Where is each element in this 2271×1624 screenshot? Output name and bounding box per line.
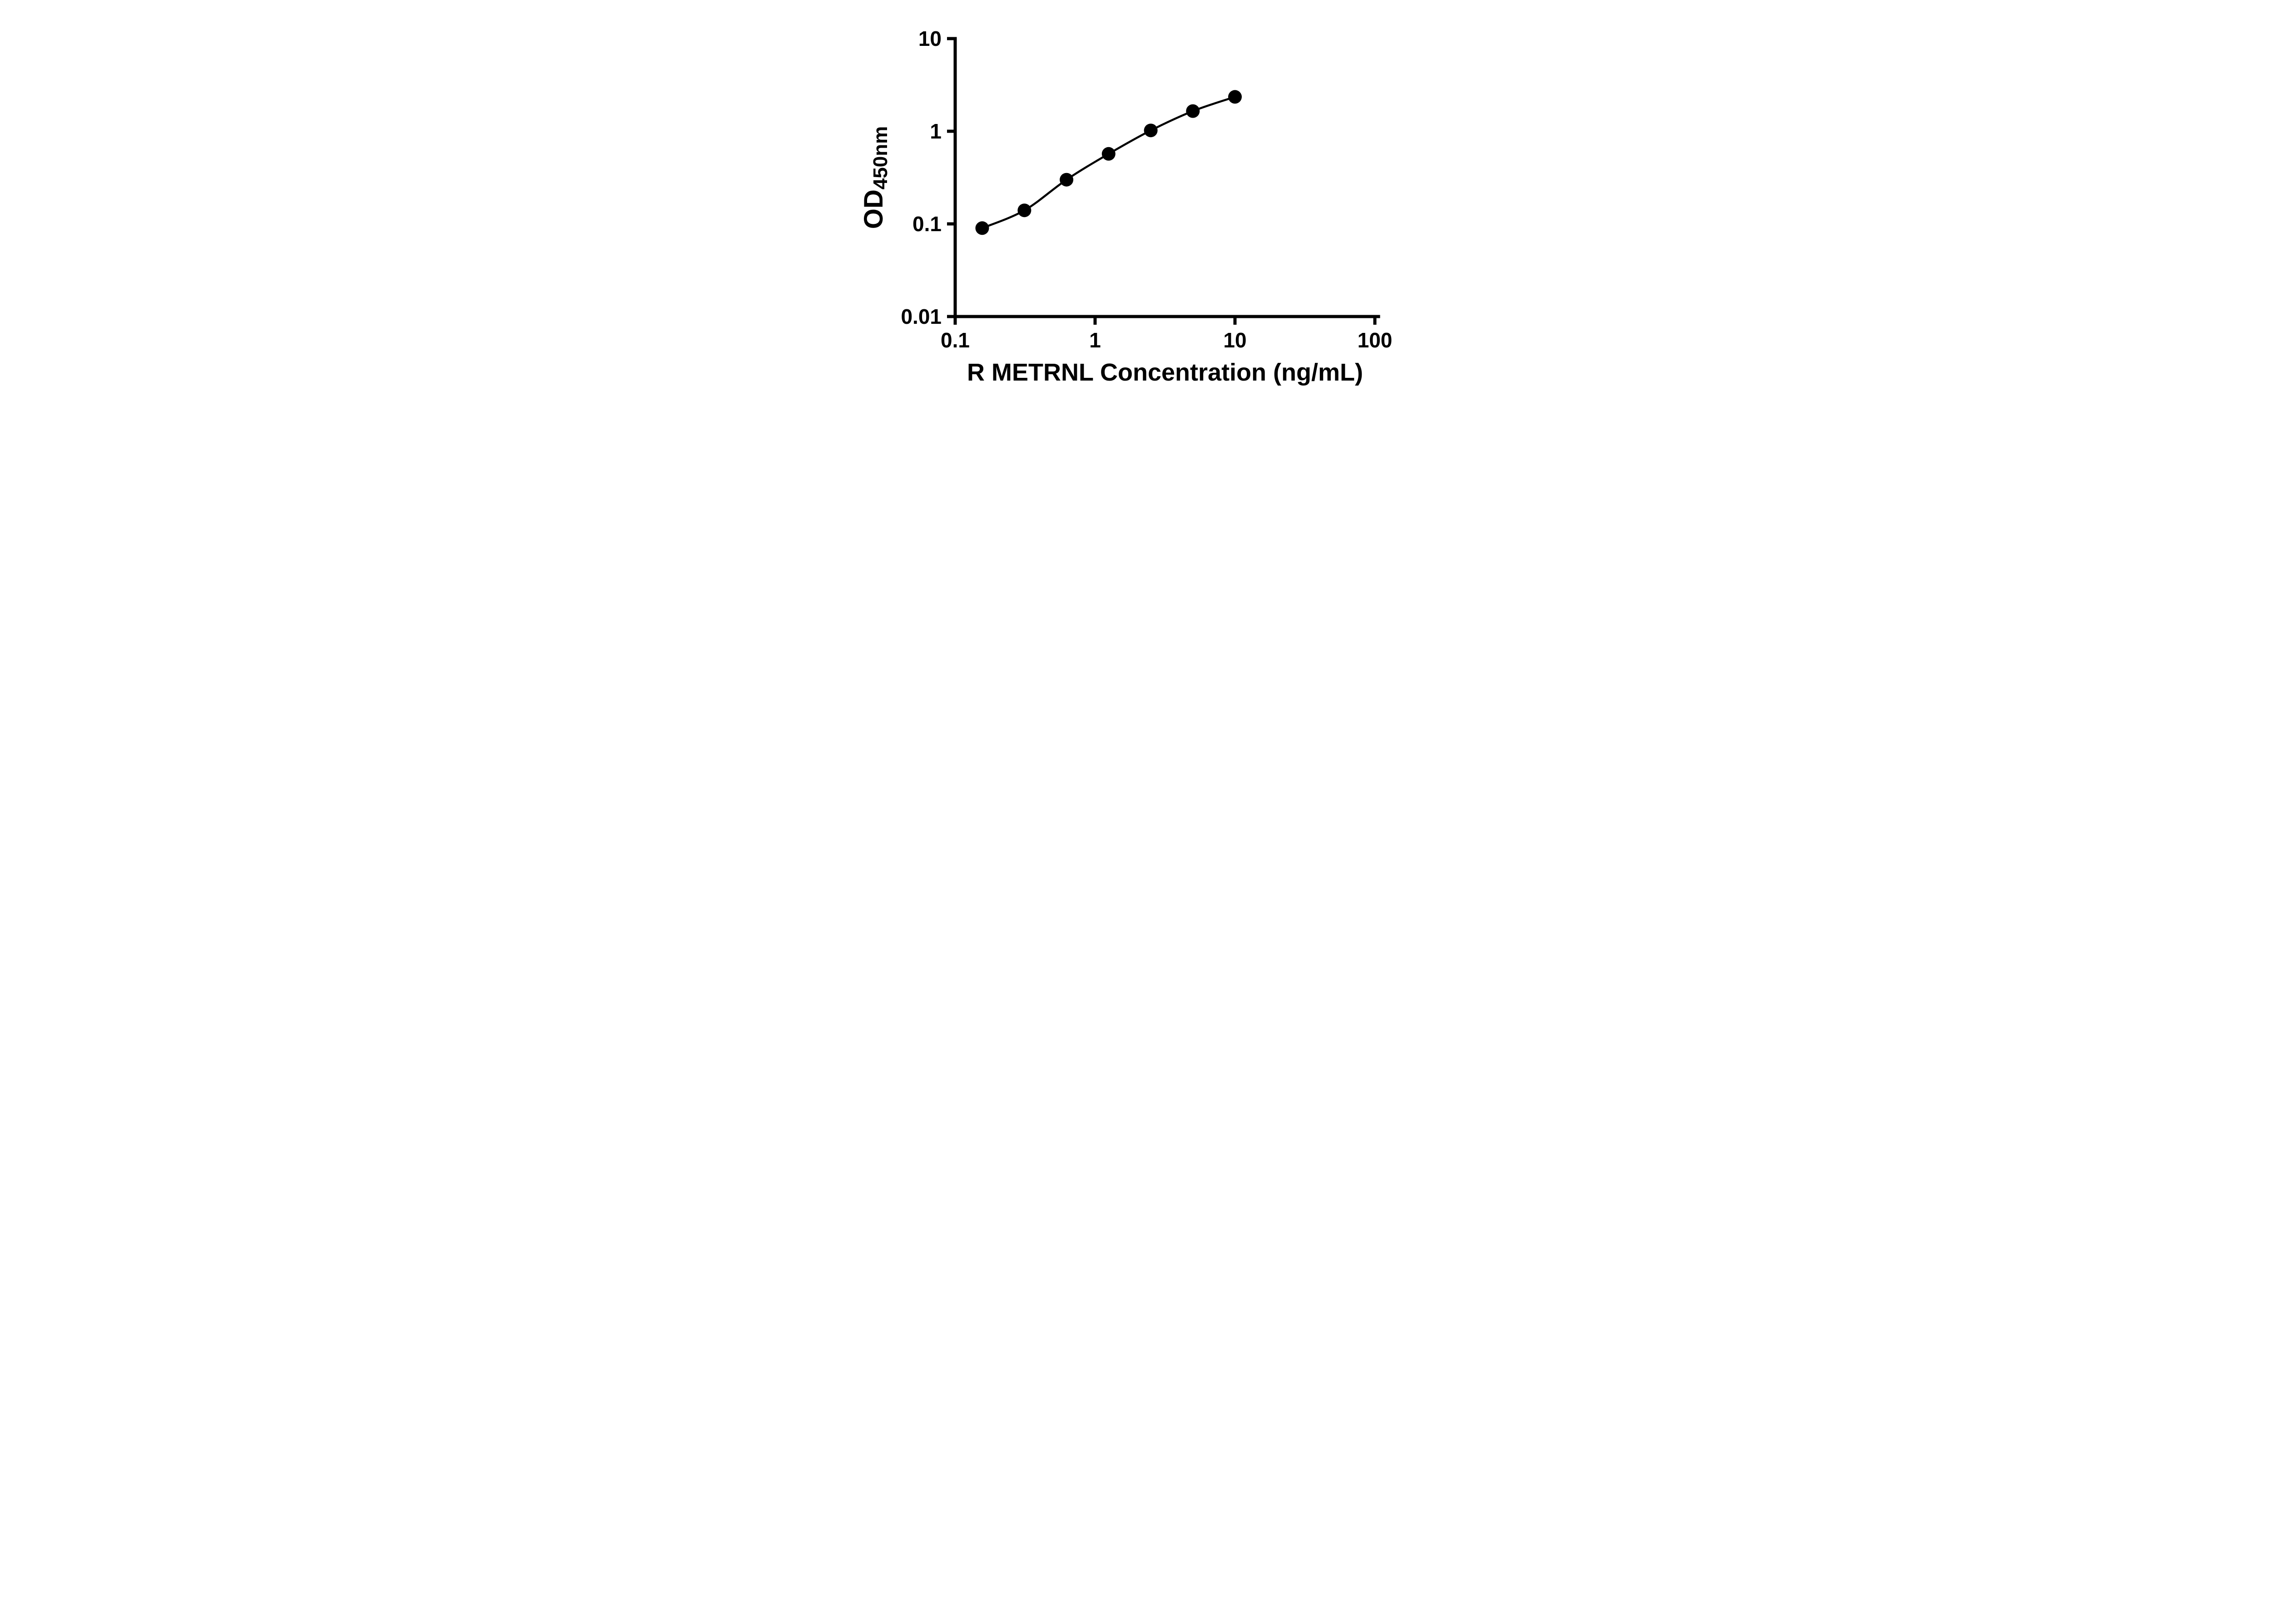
y-axis-tick-label: 10 [918,27,941,50]
data-point [1144,124,1158,138]
y-axis-tick-label: 0.01 [901,305,942,328]
x-axis-tick-label: 0.1 [941,328,970,352]
data-point [975,221,989,235]
data-point [1059,173,1073,187]
y-axis-title-subscript: 450nm [869,126,892,189]
data-point [1228,90,1242,104]
x-axis-tick-label: 100 [1357,328,1392,352]
figure: 0.1 1 10 100 0.01 0.1 1 10 R METRNL Concentratio… [843,0,1428,406]
data-point [1017,203,1031,218]
y-axis-title-main: OD [859,189,888,229]
data-point [1185,104,1200,118]
y-axis-tick-label: 1 [930,119,942,143]
y-axis-tick-label: 0.1 [912,212,942,236]
y-axis-title: OD450nm [859,126,892,229]
data-point [1101,147,1116,161]
x-axis-tick-label: 10 [1223,328,1246,352]
axes-frame [953,37,1380,318]
x-axis-title: R METRNL Concentration (ng/mL) [967,359,1363,386]
x-axis-tick-label: 1 [1089,328,1101,352]
